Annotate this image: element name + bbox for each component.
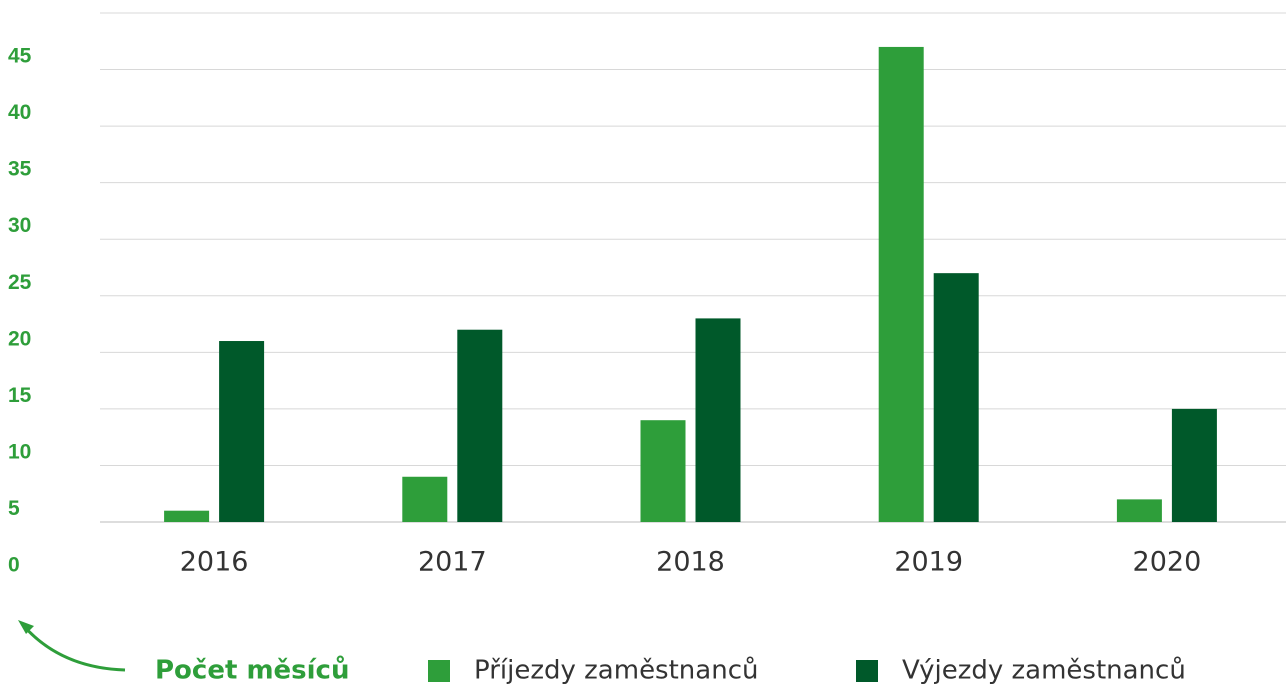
y-axis-title: Počet měsíců [155, 655, 349, 686]
y-tick-label: 35 [8, 158, 32, 181]
bar [640, 420, 686, 522]
legend-label: Výjezdy zaměstnanců [902, 656, 1186, 686]
x-tick-label: 2019 [894, 547, 963, 578]
y-tick-label: 0 [8, 554, 20, 577]
legend-label: Příjezdy zaměstnanců [474, 656, 758, 686]
y-tick-label: 10 [8, 440, 31, 463]
bar [695, 318, 741, 522]
bar [1116, 499, 1162, 522]
x-tick-label: 2018 [656, 547, 725, 578]
bar [402, 476, 448, 522]
y-tick-label: 15 [8, 384, 32, 407]
bar [1171, 408, 1217, 522]
y-tick-label: 20 [8, 327, 31, 350]
bar [878, 46, 924, 522]
bar [457, 329, 503, 522]
y-tick-label: 40 [8, 101, 31, 124]
bar [164, 510, 210, 522]
y-tick-label: 30 [8, 214, 31, 237]
legend-swatch [428, 660, 450, 682]
x-tick-label: 2020 [1133, 547, 1202, 578]
x-tick-label: 2017 [418, 547, 487, 578]
arrow [20, 623, 126, 672]
y-tick-label: 45 [8, 45, 32, 68]
y-tick-label: 25 [8, 271, 32, 294]
bar [933, 273, 979, 522]
arrow-head [18, 620, 34, 634]
legend-swatch [856, 660, 878, 682]
bar [219, 341, 265, 522]
y-tick-label: 5 [8, 497, 20, 520]
x-tick-label: 2016 [180, 547, 249, 578]
